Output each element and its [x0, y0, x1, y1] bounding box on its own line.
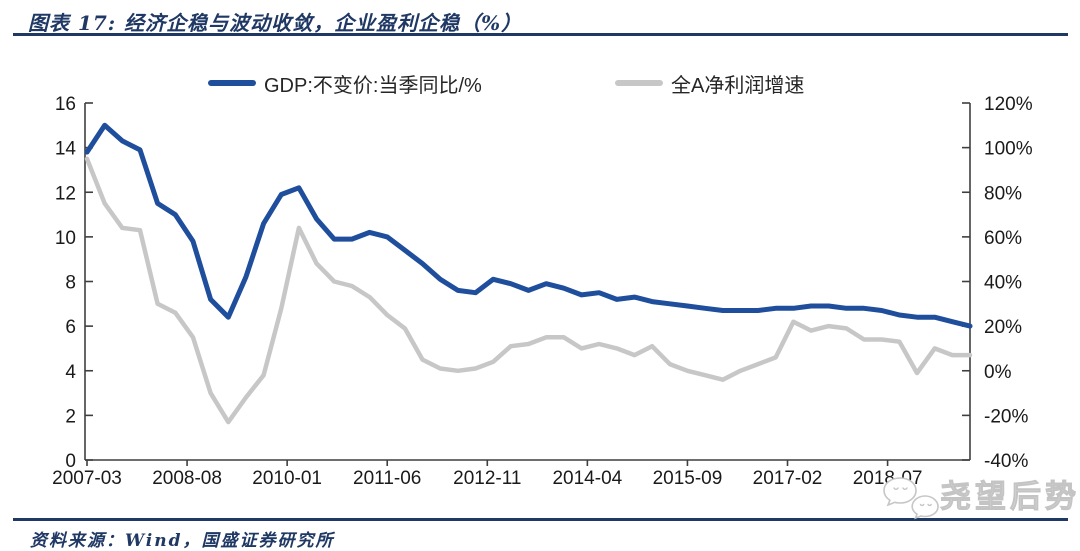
- svg-text:0%: 0%: [984, 362, 1012, 383]
- svg-text:2017-02: 2017-02: [753, 468, 823, 489]
- watermark-text: 尧望后势: [940, 479, 1080, 516]
- svg-text:-20%: -20%: [984, 406, 1028, 427]
- svg-text:20%: 20%: [984, 317, 1022, 338]
- svg-text:12: 12: [55, 183, 76, 204]
- title-rule: [13, 33, 1068, 36]
- legend-label-profit: 全A净利润增速: [671, 74, 805, 97]
- legend-item-profit: 全A净利润增速: [615, 71, 805, 97]
- svg-text:8: 8: [65, 273, 76, 294]
- svg-text:0: 0: [65, 451, 76, 472]
- svg-text:120%: 120%: [984, 94, 1033, 115]
- figure-title: 图表 17: 经济企稳与波动收敛，企业盈利企稳（%）: [28, 11, 523, 35]
- watermark: 尧望后势: [882, 474, 1080, 524]
- svg-text:4: 4: [65, 362, 76, 383]
- source-note: 资料来源：Wind，国盛证券研究所: [30, 531, 335, 551]
- svg-text:6: 6: [65, 317, 76, 338]
- svg-text:2007-03: 2007-03: [52, 468, 122, 489]
- svg-text:16: 16: [55, 94, 76, 115]
- svg-text:40%: 40%: [984, 273, 1022, 294]
- svg-text:2014-04: 2014-04: [552, 468, 622, 489]
- svg-text:14: 14: [55, 139, 77, 160]
- svg-text:2: 2: [65, 406, 76, 427]
- footer-rule: [13, 518, 1068, 521]
- legend-label-gdp: GDP:不变价:当季同比/%: [264, 74, 482, 97]
- wechat-chat-bubbles-icon: [883, 477, 939, 520]
- legend-item-gdp: GDP:不变价:当季同比/%: [208, 71, 482, 97]
- svg-text:2015-09: 2015-09: [653, 468, 723, 489]
- svg-text:2010-01: 2010-01: [252, 468, 322, 489]
- svg-text:80%: 80%: [984, 183, 1022, 204]
- svg-text:2012-11: 2012-11: [453, 468, 521, 489]
- profit-line-swatch: [615, 80, 663, 86]
- svg-text:10: 10: [55, 228, 76, 249]
- svg-text:2008-08: 2008-08: [152, 468, 222, 489]
- svg-text:100%: 100%: [984, 139, 1033, 160]
- svg-text:60%: 60%: [984, 228, 1022, 249]
- gdp-line-swatch: [208, 80, 256, 86]
- svg-text:2011-06: 2011-06: [353, 468, 421, 489]
- svg-text:-40%: -40%: [984, 451, 1028, 472]
